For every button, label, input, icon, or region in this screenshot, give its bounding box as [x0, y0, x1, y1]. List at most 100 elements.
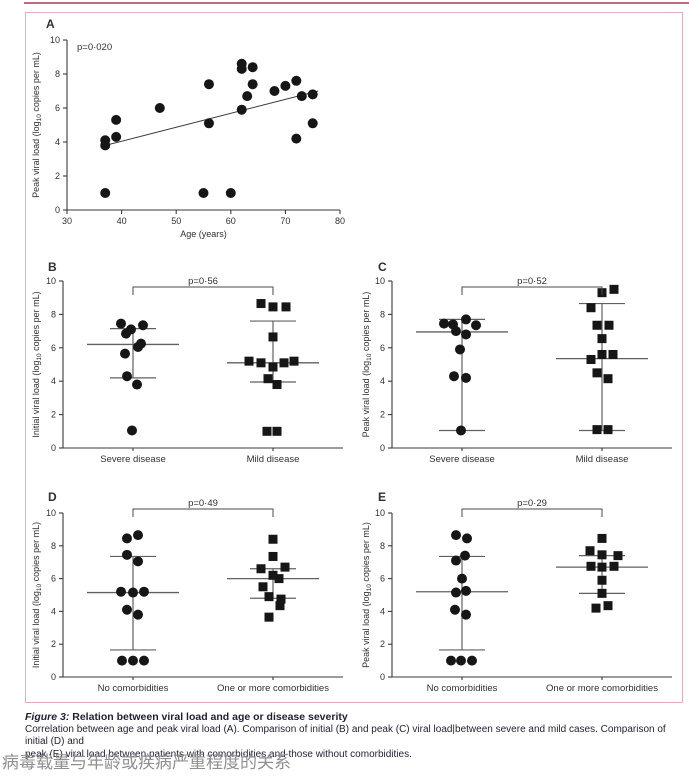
data-point-circle	[451, 326, 461, 337]
data-point-circle	[460, 550, 470, 561]
data-point-circle	[236, 104, 247, 115]
data-point-square	[597, 349, 607, 359]
data-point-circle	[116, 586, 126, 597]
data-point-square	[586, 303, 596, 313]
svg-text:6: 6	[55, 103, 60, 113]
data-point-square	[609, 284, 619, 294]
y-axis-label: Peak viral load (log10 copies per mL)	[361, 292, 373, 438]
data-point-circle	[133, 556, 143, 567]
data-point-circle	[269, 86, 280, 96]
svg-text:10: 10	[375, 508, 385, 518]
data-point-circle	[456, 425, 466, 436]
data-point-square	[268, 362, 278, 372]
svg-text:80: 80	[335, 216, 345, 226]
data-points	[100, 58, 318, 198]
data-point-square	[597, 575, 607, 585]
group-label: Severe disease	[100, 454, 165, 465]
median-and-whiskers	[227, 320, 319, 383]
data-point-square	[256, 358, 266, 368]
data-point-square	[279, 358, 289, 368]
svg-text:0: 0	[51, 672, 56, 682]
data-point-circle	[461, 314, 471, 325]
data-points	[446, 530, 477, 666]
svg-text:2: 2	[51, 410, 56, 420]
data-point-circle	[198, 188, 209, 198]
svg-text:8: 8	[51, 309, 56, 319]
data-point-square	[586, 561, 596, 571]
data-point-circle	[247, 79, 258, 90]
svg-text:70: 70	[280, 216, 290, 226]
svg-text:30: 30	[62, 216, 72, 226]
data-point-square	[608, 349, 618, 359]
panel-letter: C	[378, 260, 387, 274]
data-point-square	[289, 356, 299, 366]
data-point-square	[256, 564, 266, 574]
panel-a-age-vs-peak-viral-load-scatter: 0 2 4 6 8 10 Peak viral load (log10 copies per…	[31, 17, 345, 239]
data-point-square	[268, 534, 278, 544]
data-point-circle	[100, 135, 111, 146]
x-axis: No comorbidities One or more comorbiditie…	[63, 676, 343, 694]
panel-letter: D	[48, 490, 57, 504]
data-point-circle	[116, 318, 126, 329]
data-point-circle	[203, 118, 214, 129]
caption-title-text: Relation between viral load and age or d…	[69, 711, 348, 723]
data-point-circle	[462, 533, 472, 544]
data-point-circle	[461, 609, 471, 620]
data-point-circle	[122, 533, 132, 544]
y-axis: 0 2 4 6 8 10 Peak viral load (log10 copies per…	[31, 35, 68, 215]
data-point-circle	[122, 604, 132, 615]
svg-text:8: 8	[55, 69, 60, 79]
data-point-circle	[451, 530, 461, 541]
svg-text:4: 4	[51, 376, 56, 386]
data-point-circle	[307, 118, 318, 129]
p-value: p=0·020	[77, 42, 112, 53]
data-point-square	[604, 320, 614, 330]
svg-text:2: 2	[51, 639, 56, 649]
data-point-square	[280, 562, 290, 572]
data-point-circle	[122, 371, 132, 382]
data-point-circle	[449, 371, 459, 382]
data-point-circle	[117, 655, 127, 666]
caption-title: Figure 3: Relation between viral load an…	[25, 711, 673, 724]
data-point-circle	[461, 329, 471, 340]
svg-text:4: 4	[380, 376, 385, 386]
data-point-circle	[446, 655, 456, 666]
data-point-circle	[138, 320, 148, 331]
data-point-square	[281, 302, 291, 312]
p-value: p=0·29	[517, 498, 547, 509]
data-point-square	[597, 550, 607, 560]
data-point-circle	[127, 425, 137, 436]
data-point-square	[597, 588, 607, 598]
data-point-square	[597, 334, 607, 344]
y-axis-label: Initial viral load (log10 copies per mL)	[31, 522, 43, 668]
data-point-square	[263, 374, 273, 384]
data-point-circle	[456, 655, 466, 666]
data-point-circle	[247, 62, 258, 73]
data-point-circle	[439, 318, 449, 329]
x-axis: Severe disease Mild disease	[392, 447, 672, 465]
group-label: Mild disease	[576, 454, 629, 465]
data-point-square	[597, 533, 607, 543]
group-label: One or more comorbidities	[546, 683, 658, 694]
data-point-circle	[457, 573, 467, 584]
median-and-whiskers	[556, 555, 648, 594]
svg-text:8: 8	[380, 309, 385, 319]
data-point-circle	[236, 58, 247, 69]
figure-caption: Figure 3: Relation between viral load an…	[25, 711, 673, 761]
svg-text:10: 10	[50, 35, 60, 45]
data-point-square	[613, 551, 623, 561]
data-point-square	[592, 425, 602, 435]
top-rule-divider	[24, 2, 689, 4]
data-point-circle	[225, 188, 236, 198]
data-point-square	[272, 380, 282, 390]
data-point-circle	[111, 131, 122, 142]
svg-text:4: 4	[51, 606, 56, 616]
data-points	[116, 530, 149, 666]
figure-number-label: Figure 3:	[25, 711, 70, 723]
data-point-square	[268, 332, 278, 342]
y-axis-label: Peak viral load (log10 copies per mL)	[361, 522, 373, 668]
